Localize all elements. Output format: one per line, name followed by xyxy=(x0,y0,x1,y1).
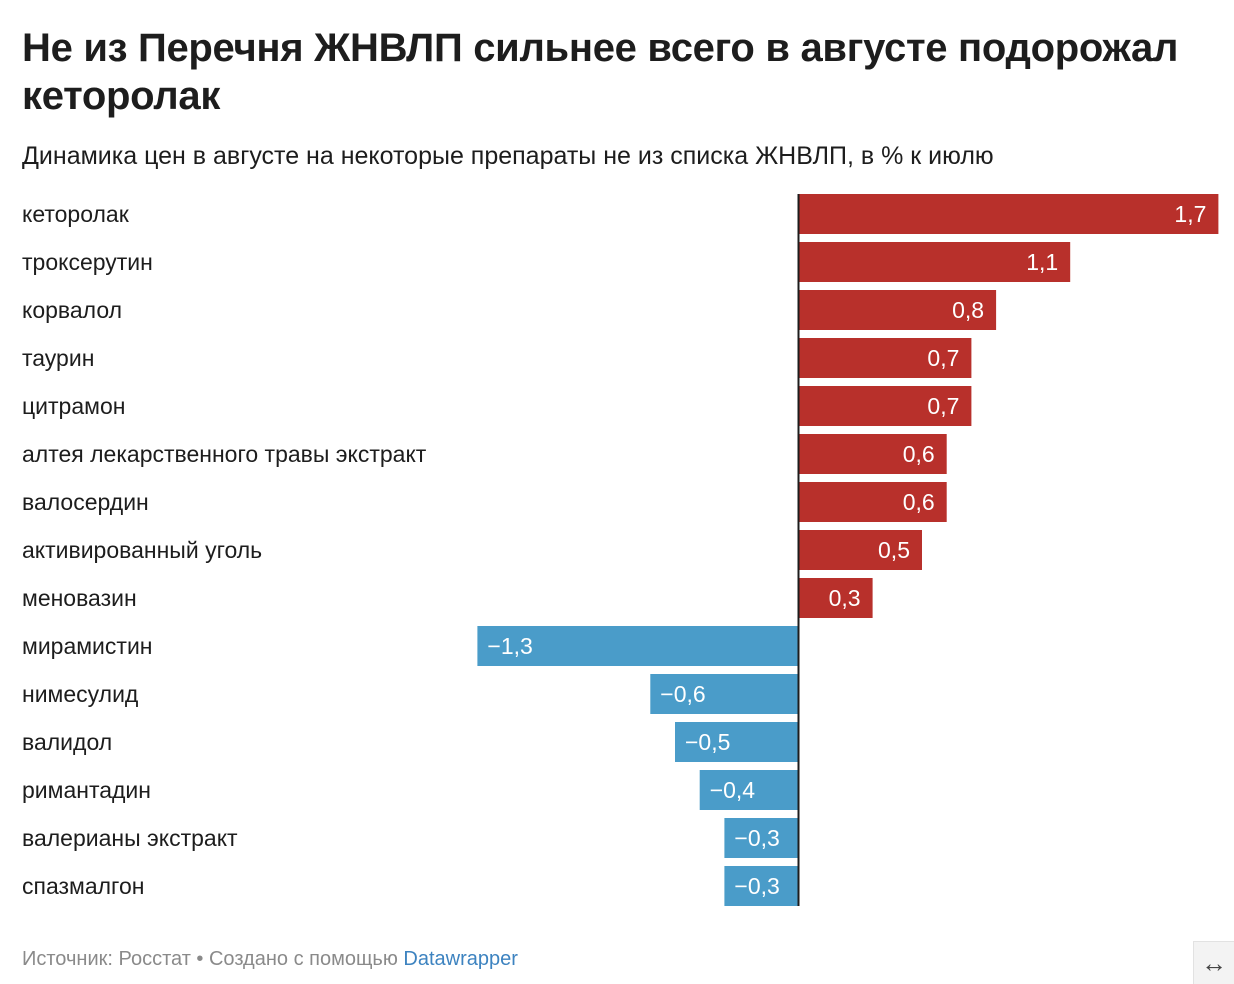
category-label: меновазин xyxy=(22,585,137,611)
bar-row: валидол −0,5 xyxy=(22,722,799,762)
value-label: 1,1 xyxy=(1026,249,1058,275)
bar xyxy=(798,242,1071,282)
bar-chart: кеторолак 1,7 троксерутин 1,1 корвалол 0,8 тау… xyxy=(22,194,1219,906)
category-label: таурин xyxy=(22,345,94,371)
bar-row: мирамистин −1,3 xyxy=(22,626,799,666)
bar xyxy=(798,194,1219,234)
bar xyxy=(798,482,947,522)
value-label: −1,3 xyxy=(487,633,532,659)
category-label: цитрамон xyxy=(22,393,125,419)
category-label: нимесулид xyxy=(22,681,139,707)
bar xyxy=(477,626,799,666)
value-label: −0,3 xyxy=(734,873,779,899)
bar-row: активированный уголь 0,5 xyxy=(22,530,922,570)
value-label: −0,4 xyxy=(710,777,756,803)
category-label: корвалол xyxy=(22,297,122,323)
bar-row: спазмалгон −0,3 xyxy=(22,866,799,906)
chart-title: Не из Перечня ЖНВЛП сильнее всего в авгу… xyxy=(22,26,1179,118)
bar xyxy=(798,338,972,378)
category-label: мирамистин xyxy=(22,633,153,659)
bar-row: троксерутин 1,1 xyxy=(22,242,1071,282)
value-label: 0,8 xyxy=(952,297,984,323)
footer: Источник: Росстат • Создано с помощью Da… xyxy=(22,945,518,973)
category-label: валерианы экстракт xyxy=(22,825,238,851)
bar xyxy=(798,386,972,426)
bar-row: валерианы экстракт −0,3 xyxy=(22,818,799,858)
category-label: римантадин xyxy=(22,777,151,803)
value-label: 0,6 xyxy=(903,489,935,515)
bar-row: кеторолак 1,7 xyxy=(22,194,1219,234)
category-label: валосердин xyxy=(22,489,149,515)
bar xyxy=(699,770,799,810)
category-label: валидол xyxy=(22,729,112,755)
bar-row: меновазин 0,3 xyxy=(22,578,873,618)
expand-icon[interactable]: ↔ xyxy=(1193,941,1234,984)
source-text: Источник: Росстат • Создано с помощью xyxy=(22,948,404,970)
value-label: −0,6 xyxy=(660,681,705,707)
bar xyxy=(798,290,997,330)
bar-row: цитрамон 0,7 xyxy=(22,386,972,426)
category-label: троксерутин xyxy=(22,249,153,275)
value-label: 0,6 xyxy=(903,441,935,467)
category-label: алтея лекарственного травы экстракт xyxy=(22,441,427,467)
category-label: спазмалгон xyxy=(22,873,144,899)
value-label: 0,7 xyxy=(927,345,959,371)
category-label: кеторолак xyxy=(22,201,130,227)
bar xyxy=(798,530,922,570)
value-label: 0,7 xyxy=(927,393,959,419)
bar xyxy=(798,578,873,618)
chart-subtitle: Динамика цен в августе на некоторые преп… xyxy=(22,142,994,170)
bar-row: корвалол 0,8 xyxy=(22,290,997,330)
chart-rows: кеторолак 1,7 троксерутин 1,1 корвалол 0,8 тау… xyxy=(22,194,1219,906)
bar xyxy=(724,866,799,906)
bar-row: алтея лекарственного травы экстракт 0,6 xyxy=(22,434,947,474)
category-label: активированный уголь xyxy=(22,537,262,563)
bar-row: таурин 0,7 xyxy=(22,338,972,378)
value-label: 0,3 xyxy=(829,585,861,611)
bar xyxy=(724,818,799,858)
value-label: −0,5 xyxy=(685,729,730,755)
bar-row: римантадин −0,4 xyxy=(22,770,799,810)
bar xyxy=(650,674,799,714)
datawrapper-link[interactable]: Datawrapper xyxy=(403,948,518,970)
bar-row: валосердин 0,6 xyxy=(22,482,947,522)
bar xyxy=(798,434,947,474)
value-label: 0,5 xyxy=(878,537,910,563)
value-label: −0,3 xyxy=(734,825,779,851)
bar xyxy=(675,722,799,762)
bar-row: нимесулид −0,6 xyxy=(22,674,799,714)
value-label: 1,7 xyxy=(1174,201,1206,227)
